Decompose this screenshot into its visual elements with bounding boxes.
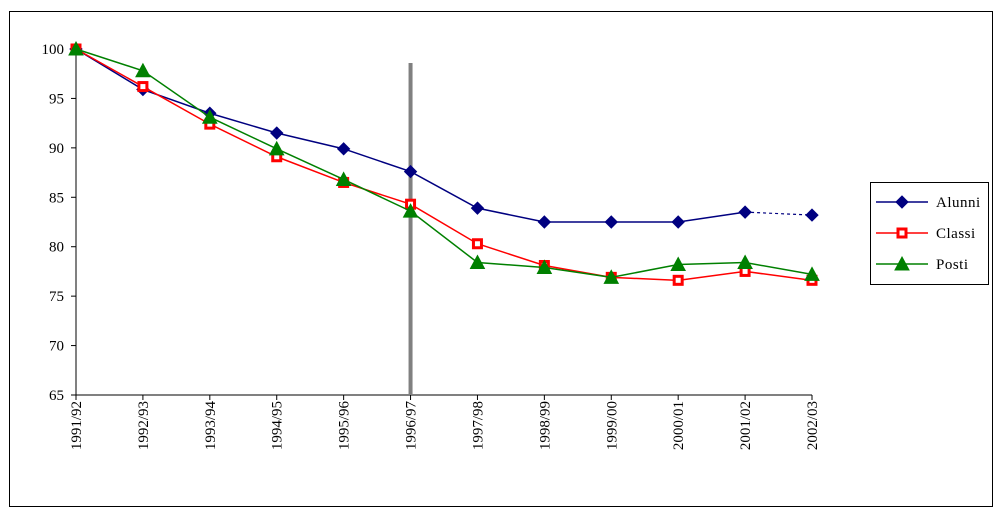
data-point-classi-inner [675, 277, 681, 283]
x-tick-label: 1996/97 [404, 401, 420, 451]
y-tick-label: 75 [49, 289, 64, 305]
y-tick-label: 70 [49, 339, 64, 355]
data-point-posti [804, 266, 820, 281]
data-point-alunni [403, 164, 418, 179]
data-point-classi-inner [140, 84, 146, 90]
data-point-posti [335, 171, 352, 186]
y-tick-label: 80 [49, 240, 64, 256]
data-point-posti [603, 269, 620, 284]
data-point-posti [469, 254, 486, 270]
x-tick-label: 2002/03 [805, 401, 821, 450]
data-point-alunni [336, 142, 351, 156]
chart-border [9, 11, 993, 507]
x-tick-label: 1992/93 [136, 401, 152, 450]
legend-marker-classi-inner [899, 230, 905, 236]
legend-label-classi: Classi [936, 226, 976, 242]
series-posti [68, 40, 820, 284]
data-point-posti [268, 140, 285, 156]
data-point-alunni [671, 215, 685, 229]
data-point-classi-inner [274, 154, 280, 160]
x-tick-label: 2001/02 [738, 401, 754, 450]
data-point-alunni [805, 208, 819, 222]
x-tick-label: 1993/94 [203, 401, 219, 451]
data-point-posti [670, 256, 687, 272]
x-tick-label: 1998/99 [537, 401, 553, 450]
data-point-alunni [537, 215, 552, 229]
data-point-posti [135, 62, 151, 78]
data-point-alunni [738, 205, 752, 219]
x-tick-label: 1995/96 [337, 401, 353, 451]
data-point-posti [737, 254, 753, 270]
data-point-classi-inner [742, 268, 748, 274]
data-point-alunni [604, 215, 618, 229]
data-point-posti [68, 40, 84, 56]
x-tick-label: 1994/95 [270, 401, 286, 450]
x-tick-label: 1997/98 [470, 401, 486, 450]
y-tick-label: 65 [49, 388, 64, 404]
series-line-classi [75, 48, 813, 282]
x-tick-label: 2000/01 [671, 401, 687, 450]
y-tick-label: 100 [42, 42, 65, 58]
legend: Alunni Classi Posti [870, 182, 989, 285]
series-dashed-segment-alunni [745, 211, 813, 216]
legend-label-alunni: Alunni [936, 195, 981, 211]
data-point-alunni [270, 126, 284, 140]
legend-label-posti: Posti [936, 257, 969, 273]
y-tick-label: 85 [49, 190, 64, 206]
x-tick-label: 1999/00 [604, 401, 620, 450]
legend-marker-alunni [895, 195, 909, 209]
data-point-posti [402, 203, 419, 218]
data-point-alunni [470, 201, 485, 215]
legend-marker-posti [894, 255, 910, 271]
series-line-posti [75, 48, 813, 279]
data-point-classi-inner [207, 121, 213, 127]
data-point-posti [536, 259, 553, 274]
y-tick-label: 95 [49, 91, 64, 107]
y-tick-label: 90 [49, 141, 64, 157]
plot-area: 65 70 75 80 85 90 95 100 1991/92 1992/93 1993/94 19… [42, 40, 821, 451]
data-point-posti [201, 109, 218, 124]
data-point-classi-inner [474, 241, 480, 247]
x-tick-label: 1991/92 [69, 401, 85, 450]
